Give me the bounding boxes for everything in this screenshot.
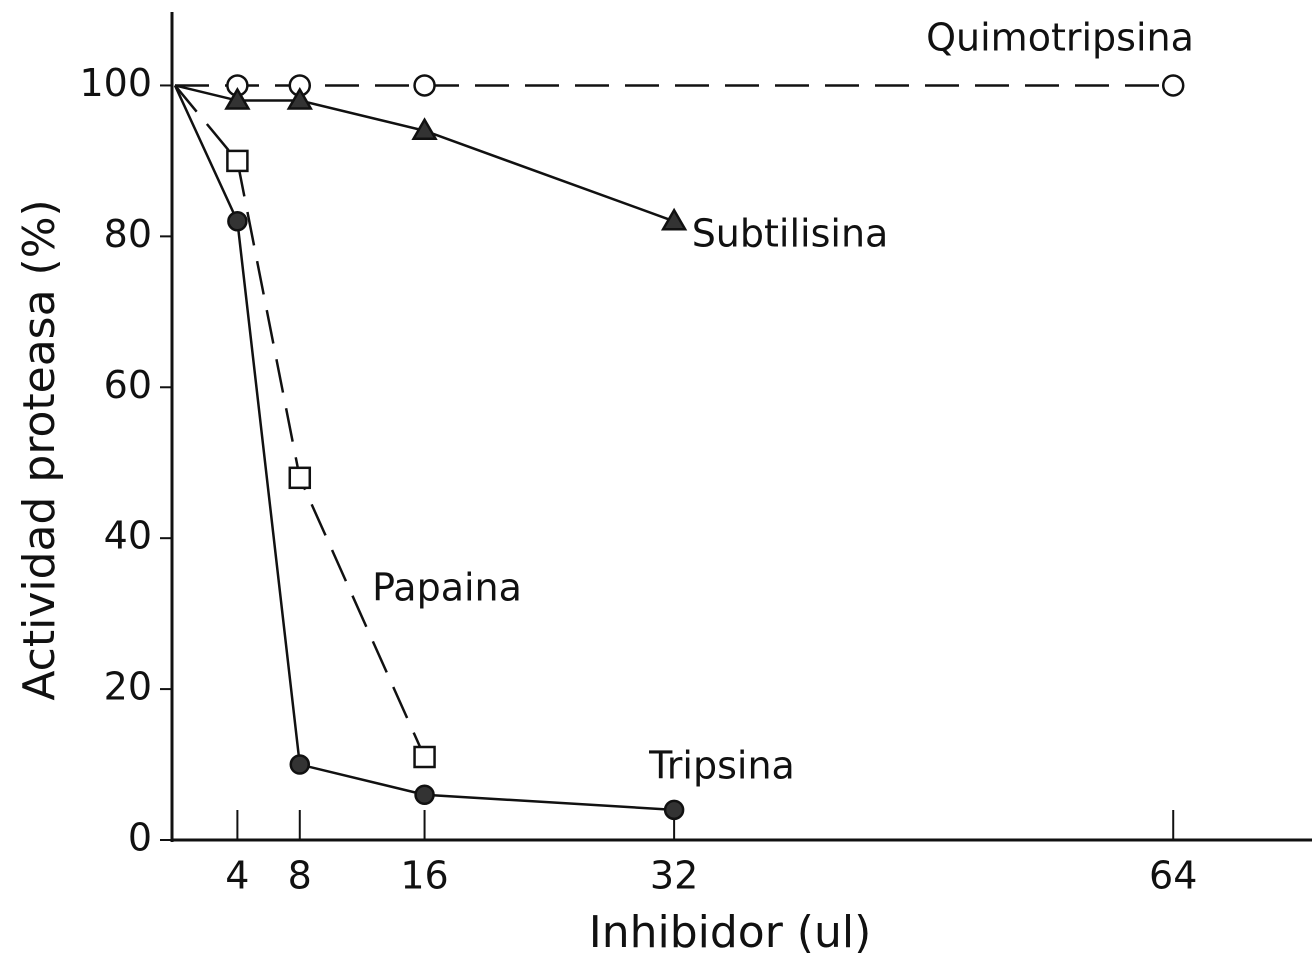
- y-tick-label: 60: [104, 363, 152, 407]
- series-label: Tripsina: [648, 744, 795, 788]
- series-label: Quimotripsina: [926, 16, 1194, 60]
- marker: [226, 149, 249, 173]
- marker: [1161, 74, 1185, 97]
- y-axis-label: Actividad proteasa (%): [14, 199, 65, 700]
- series-line: [174, 84, 426, 758]
- marker: [660, 207, 688, 231]
- series-label: Subtilisina: [692, 212, 889, 256]
- marker: [224, 87, 251, 110]
- marker: [413, 745, 436, 769]
- y-tick-label: 80: [104, 212, 152, 256]
- x-tick-label: 64: [1149, 854, 1197, 898]
- y-tick-label: 20: [104, 665, 152, 709]
- series-line: [174, 84, 675, 223]
- marker: [663, 799, 685, 821]
- x-tick-label: 4: [225, 854, 249, 898]
- marker: [227, 211, 248, 232]
- series-label: Papaina: [372, 566, 522, 610]
- marker: [411, 117, 438, 140]
- x-tick-label: 8: [288, 854, 312, 898]
- y-tick-label: 40: [104, 514, 152, 558]
- y-tick-label: 100: [79, 61, 152, 105]
- marker: [413, 74, 436, 97]
- x-tick-label: 16: [400, 854, 448, 898]
- marker: [286, 87, 313, 110]
- marker: [288, 466, 312, 490]
- x-axis-label: Inhibidor (ul): [589, 907, 872, 958]
- x-tick-label: 32: [650, 854, 698, 898]
- marker: [414, 784, 435, 805]
- marker: [289, 754, 311, 775]
- y-tick-label: 0: [128, 816, 152, 860]
